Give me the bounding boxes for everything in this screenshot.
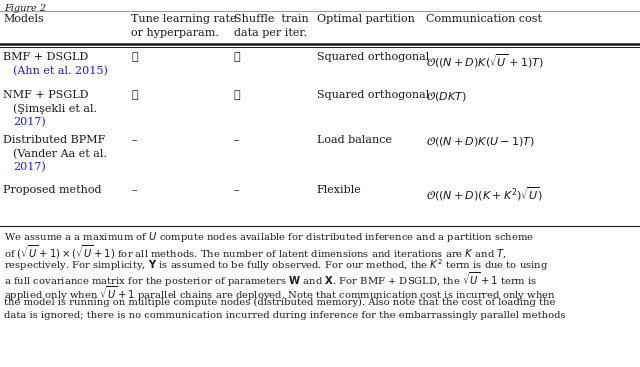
Text: respectively. For simplicity, $\mathbf{Y}$ is assumed to be fully observed. For : respectively. For simplicity, $\mathbf{Y… (4, 257, 548, 273)
Text: $\mathcal{O}((N+D)(K+K^2)\sqrt{U})$: $\mathcal{O}((N+D)(K+K^2)\sqrt{U})$ (426, 185, 543, 203)
Text: ✓: ✓ (131, 52, 138, 62)
Text: $\mathcal{O}((N+D)K(\sqrt{U}+1)T)$: $\mathcal{O}((N+D)K(\sqrt{U}+1)T)$ (426, 52, 543, 70)
Text: Squared orthogonal: Squared orthogonal (317, 52, 429, 62)
Text: $\mathcal{O}(DKT)$: $\mathcal{O}(DKT)$ (426, 90, 466, 103)
Text: applied only when $\sqrt{U}+1$ parallel chains are deployed. Note that communica: applied only when $\sqrt{U}+1$ parallel … (4, 284, 556, 303)
Text: –: – (131, 185, 137, 195)
Text: Load balance: Load balance (317, 135, 392, 145)
Text: a full covariance matrix for the posterior of parameters $\mathbf{W}$ and $\math: a full covariance matrix for the posteri… (4, 270, 538, 289)
Text: (Vander Aa et al.: (Vander Aa et al. (13, 149, 107, 159)
Text: 2017): 2017) (13, 162, 46, 172)
Text: Optimal partition: Optimal partition (317, 14, 415, 24)
Text: Proposed method: Proposed method (3, 185, 102, 195)
Text: ✓: ✓ (131, 90, 138, 100)
Text: BMF + DSGLD: BMF + DSGLD (3, 52, 88, 62)
Text: ✓: ✓ (234, 90, 240, 100)
Text: Figure 2: Figure 2 (4, 4, 46, 13)
Text: Shuffle  train: Shuffle train (234, 14, 308, 24)
Text: ✓: ✓ (234, 52, 240, 62)
Text: NMF + PSGLD: NMF + PSGLD (3, 90, 89, 100)
Text: data is ignored; there is no communication incurred during inference for the emb: data is ignored; there is no communicati… (4, 311, 566, 320)
Text: –: – (234, 185, 239, 195)
Text: 2017): 2017) (13, 117, 46, 127)
Text: $\mathcal{O}((N+D)K(U-1)T)$: $\mathcal{O}((N+D)K(U-1)T)$ (426, 135, 534, 148)
Text: Squared orthogonal: Squared orthogonal (317, 90, 429, 100)
Text: the model is running on multiple compute nodes (distributed memory). Also note t: the model is running on multiple compute… (4, 298, 556, 306)
Text: or hyperparam.: or hyperparam. (131, 28, 219, 37)
Text: We assume a a maximum of $U$ compute nodes available for distributed inference a: We assume a a maximum of $U$ compute nod… (4, 230, 534, 244)
Text: data per iter.: data per iter. (234, 28, 307, 37)
Text: Tune learning rate: Tune learning rate (131, 14, 237, 24)
Text: (Ahn et al. 2015): (Ahn et al. 2015) (13, 65, 108, 76)
Text: Communication cost: Communication cost (426, 14, 541, 24)
Text: (Şimşekli et al.: (Şimşekli et al. (13, 103, 97, 114)
Text: Distributed BPMF: Distributed BPMF (3, 135, 106, 145)
Text: of $(\sqrt{U}+1)\times(\sqrt{U}+1)$ for all methods. The number of latent dimens: of $(\sqrt{U}+1)\times(\sqrt{U}+1)$ for … (4, 243, 507, 261)
Text: –: – (234, 135, 239, 145)
Text: Models: Models (3, 14, 44, 24)
Text: Flexible: Flexible (317, 185, 362, 195)
Text: –: – (131, 135, 137, 145)
